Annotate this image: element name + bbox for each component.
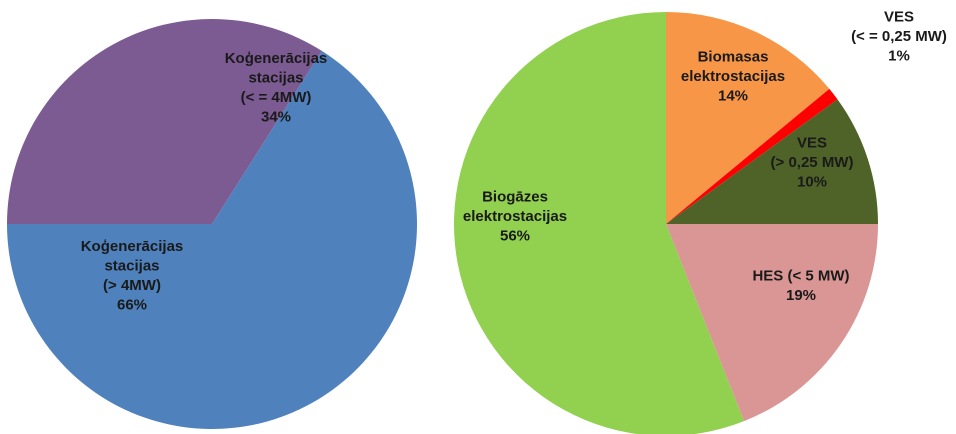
label-line: (< = 0,25 MW) [851,28,947,45]
label-line: 14% [718,88,748,105]
pie-slice-cogeneration-large-label: Koģenerācijas stacijas (> 4MW) 66% [81,238,184,313]
pie-slice-wind-large-label: VES (> 0,25 MW) 10% [771,135,854,191]
label-line: 34% [261,108,291,125]
label-line: 56% [500,228,530,245]
pie-slice-cogeneration-large [7,50,417,430]
pie-slice-wind-small-label: VES (< = 0,25 MW) 1% [851,9,947,65]
label-line: 19% [786,287,816,304]
label-line: Koģenerācijas [81,238,184,255]
pie-slice-cogeneration-small-label: Koģenerācijas stacijas (< = 4MW) 34% [225,50,328,126]
label-line: VES [797,135,827,152]
pie-slice-wind-large [666,99,878,224]
pie-slice-hydro-label: HES (< 5 MW) 19% [752,267,849,304]
pie-slice-biomass-label: Biomasas elektrostacijas 14% [681,49,785,105]
pie-slice-biogas-label: Biogāzes elektrostacijas 56% [463,189,567,245]
label-line: 10% [797,174,827,191]
label-line: stacijas [104,257,159,274]
pie-slice-biogas [454,12,745,434]
pie-slice-biomass [666,12,830,224]
pie-slice-wind-small [666,88,838,225]
label-line: elektrostacijas [463,208,567,225]
pie-chart-cogeneration: Koģenerācijas stacijas (< = 4MW) 34%Koģener… [7,19,417,430]
label-line: stacijas [248,69,303,86]
pie-slice-hydro [666,224,878,422]
label-line: VES [884,9,914,26]
label-line: 66% [117,296,147,313]
pie-chart-renewables: Biomasas elektrostacijas 14% VES (< = 0,25 M… [454,9,947,434]
label-line: Biomasas [698,49,769,66]
label-line: (> 4MW) [103,277,161,294]
pie-slice-cogeneration-small [7,19,322,224]
label-line: Koģenerācijas [225,50,328,67]
label-line: (> 0,25 MW) [771,154,854,171]
label-line: Biogāzes [482,189,548,206]
label-line: elektrostacijas [681,68,785,85]
label-line: 1% [888,48,910,65]
label-line: (< = 4MW) [241,89,312,106]
label-line: HES (< 5 MW) [752,267,849,284]
